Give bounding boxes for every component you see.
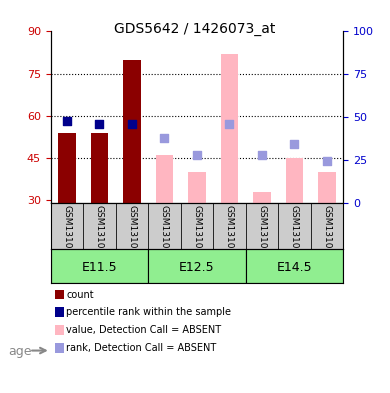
- Bar: [318, 172, 336, 203]
- Point: [324, 158, 330, 164]
- Point: [226, 121, 232, 127]
- Point: [161, 135, 168, 141]
- Text: age: age: [8, 345, 31, 358]
- Bar: [181, 203, 213, 249]
- Text: value, Detection Call = ABSENT: value, Detection Call = ABSENT: [66, 325, 222, 335]
- Text: E14.5: E14.5: [277, 261, 312, 274]
- Bar: [246, 249, 343, 283]
- Text: GSM1310180: GSM1310180: [225, 205, 234, 266]
- Text: GSM1310179: GSM1310179: [128, 205, 136, 266]
- Bar: [51, 203, 83, 249]
- Bar: [90, 133, 108, 203]
- Bar: [156, 155, 174, 203]
- Point: [129, 121, 135, 127]
- Bar: [188, 172, 206, 203]
- Bar: [213, 203, 246, 249]
- Bar: [220, 54, 238, 203]
- Text: GSM1310177: GSM1310177: [192, 205, 202, 266]
- Bar: [58, 133, 76, 203]
- Point: [64, 118, 70, 125]
- Text: E11.5: E11.5: [82, 261, 117, 274]
- Bar: [83, 203, 116, 249]
- Text: GSM1310175: GSM1310175: [257, 205, 266, 266]
- Bar: [51, 249, 148, 283]
- Point: [194, 152, 200, 158]
- Point: [96, 121, 103, 127]
- Text: percentile rank within the sample: percentile rank within the sample: [66, 307, 231, 318]
- Text: rank, Detection Call = ABSENT: rank, Detection Call = ABSENT: [66, 343, 216, 353]
- Text: GSM1310176: GSM1310176: [95, 205, 104, 266]
- Text: GSM1310181: GSM1310181: [323, 205, 332, 266]
- Bar: [116, 203, 148, 249]
- Bar: [311, 203, 343, 249]
- Bar: [148, 249, 246, 283]
- Point: [259, 152, 265, 158]
- Text: GSM1310178: GSM1310178: [290, 205, 299, 266]
- Point: [291, 141, 298, 147]
- Text: count: count: [66, 290, 94, 300]
- Bar: [123, 60, 141, 203]
- Bar: [148, 203, 181, 249]
- Bar: [285, 158, 303, 203]
- Text: GDS5642 / 1426073_at: GDS5642 / 1426073_at: [114, 22, 276, 36]
- Bar: [246, 203, 278, 249]
- Bar: [278, 203, 311, 249]
- Text: GSM1310174: GSM1310174: [160, 205, 169, 266]
- Bar: [253, 192, 271, 203]
- Text: E12.5: E12.5: [179, 261, 215, 274]
- Text: GSM1310173: GSM1310173: [62, 205, 71, 266]
